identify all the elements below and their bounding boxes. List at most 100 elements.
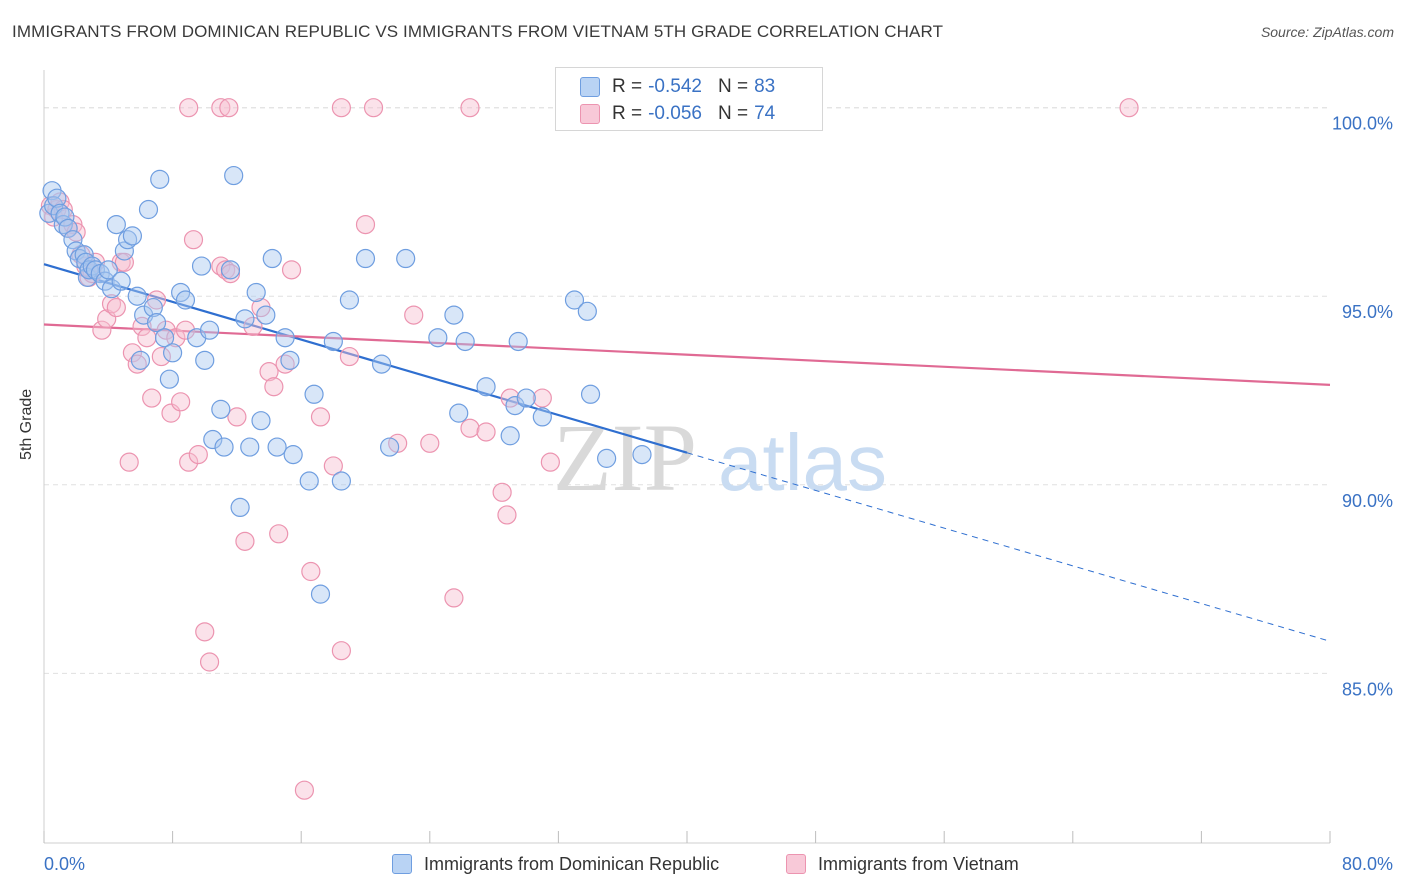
point-vietnam <box>106 297 126 318</box>
point-vietnam <box>235 531 255 551</box>
chart-title: IMMIGRANTS FROM DOMINICAN REPUBLIC VS IM… <box>12 22 944 41</box>
point-dominican <box>339 290 360 310</box>
watermark-zip: ZIP <box>553 404 697 511</box>
point-vietnam <box>476 422 496 442</box>
point-dominican <box>449 403 469 423</box>
point-dominican <box>63 230 83 250</box>
point-dominican <box>146 313 167 333</box>
point-vietnam <box>179 98 199 118</box>
point-dominican <box>632 445 652 465</box>
point-dominican <box>230 497 250 518</box>
point-dominican <box>505 395 525 416</box>
point-vietnam <box>243 316 263 337</box>
point-dominican <box>355 248 376 269</box>
legend-r-value: -0.542 <box>648 76 702 97</box>
point-vietnam <box>92 320 112 340</box>
point-dominican <box>564 290 585 310</box>
point-vietnam <box>540 452 560 472</box>
trend-line-vietnam <box>43 323 1331 386</box>
point-vietnam <box>497 505 517 525</box>
point-dominican <box>310 584 331 604</box>
point-dominican <box>580 384 601 404</box>
point-vietnam <box>404 305 424 325</box>
point-dominican <box>380 437 400 457</box>
point-dominican <box>246 282 266 303</box>
point-dominican <box>211 399 231 419</box>
point-dominican <box>396 248 416 269</box>
point-dominican <box>508 331 528 352</box>
point-vietnam <box>420 433 440 453</box>
legend-row-dominican: R = -0.542 N = 83 <box>580 74 775 100</box>
point-dominican <box>500 426 520 446</box>
bottom-legend-label: Immigrants from Vietnam <box>818 853 1019 874</box>
trend-line-dominican-extension <box>686 452 1331 642</box>
y-tick-label: 95.0% <box>1342 302 1393 322</box>
point-vietnam <box>53 199 73 220</box>
point-dominican <box>130 350 151 370</box>
source-label: Source: ZipAtlas.com <box>1260 24 1394 40</box>
legend-r-label: R = <box>612 76 643 97</box>
point-dominican <box>224 165 244 186</box>
point-vietnam <box>195 622 215 642</box>
legend-r-label: R = <box>612 103 643 124</box>
point-vietnam <box>171 392 191 412</box>
point-dominican <box>195 350 215 370</box>
point-vietnam <box>199 652 220 672</box>
point-dominican <box>577 301 597 321</box>
point-dominican <box>283 445 303 465</box>
bottom-legend-swatch-blue <box>392 854 412 874</box>
point-dominican <box>150 169 170 189</box>
point-vietnam <box>294 780 315 800</box>
point-dominican <box>114 241 134 261</box>
point-dominican <box>143 297 163 318</box>
point-dominican <box>331 471 351 491</box>
point-dominican <box>74 245 94 265</box>
point-dominican <box>323 331 343 352</box>
point-dominican <box>516 388 536 408</box>
point-dominican <box>55 207 75 227</box>
point-vietnam <box>156 320 176 340</box>
point-vietnam <box>122 343 143 363</box>
trend-line-dominican <box>43 263 688 454</box>
point-vietnam <box>331 641 351 661</box>
point-vietnam <box>281 260 302 280</box>
trend-lines <box>43 263 1331 642</box>
point-dominican <box>240 437 260 457</box>
point-vietnam <box>179 452 199 472</box>
legend-n-label: N = <box>717 103 749 124</box>
point-dominican <box>47 188 67 208</box>
point-dominican <box>101 279 122 299</box>
point-vietnam <box>259 362 279 382</box>
point-dominican <box>138 199 159 220</box>
legend-row-vietnam: R = -0.056 N = 74 <box>580 101 775 127</box>
x-tick-label: 0.0% <box>44 854 85 874</box>
point-dominican <box>163 343 183 363</box>
point-dominican <box>299 471 319 491</box>
bottom-legend-swatch-pink <box>786 854 806 874</box>
watermark: ZIP atlas <box>553 404 887 511</box>
watermark-atlas: atlas <box>718 418 887 507</box>
point-dominican <box>532 407 552 427</box>
point-dominican <box>235 309 255 329</box>
point-dominican <box>220 260 241 280</box>
legend-swatch-blue <box>580 77 600 97</box>
correlation-legend: R = -0.542 N = 83 R = -0.056 N = 74 <box>555 67 823 131</box>
point-vietnam <box>114 252 134 272</box>
bottom-legend-vietnam: Immigrants from Vietnam <box>786 852 1019 876</box>
point-vietnam <box>355 215 376 235</box>
point-vietnam <box>492 482 512 502</box>
point-dominican <box>95 271 115 291</box>
legend-n-label: N = <box>717 76 749 97</box>
point-vietnam <box>331 98 351 118</box>
point-dominican <box>267 437 287 457</box>
point-vietnam <box>301 561 321 582</box>
point-vietnam <box>444 588 464 608</box>
point-dominican <box>275 328 295 348</box>
point-dominican <box>214 437 234 457</box>
point-dominican <box>256 305 276 325</box>
legend-swatch-pink <box>580 104 600 124</box>
point-dominican <box>304 384 324 404</box>
point-vietnam <box>183 230 204 250</box>
point-vietnam <box>151 346 171 367</box>
